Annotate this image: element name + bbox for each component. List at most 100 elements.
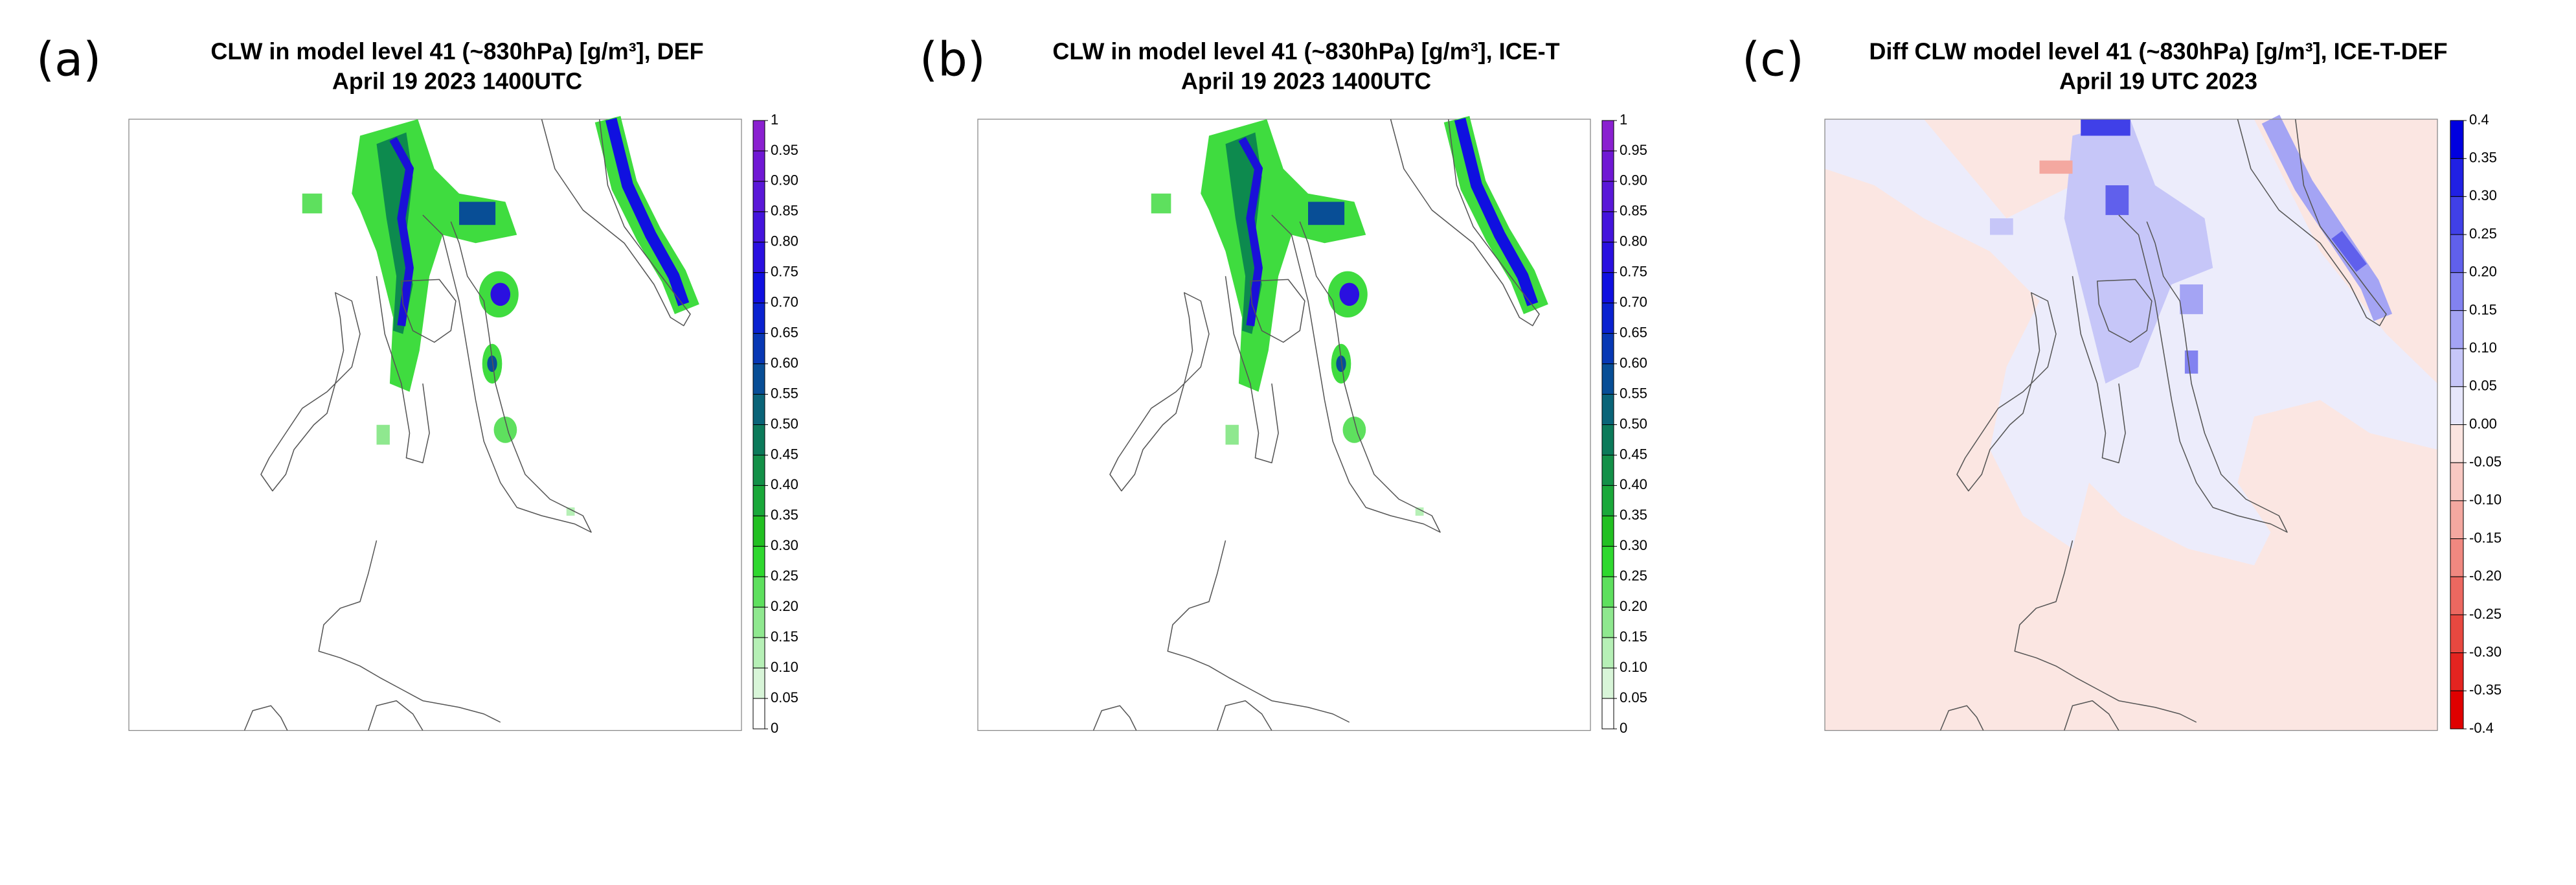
colorbar-tick-label: 0.55 <box>1620 385 1647 401</box>
colorbar-segment <box>1601 242 1614 273</box>
colorbar-segment <box>752 211 765 243</box>
colorbar-segment <box>1601 150 1614 182</box>
colorbar-tick-label: 0.65 <box>1620 324 1647 340</box>
colorbar-tick-label: 0.65 <box>771 324 798 340</box>
colorbar-segment <box>2450 424 2464 463</box>
colorbar-tick-label: 0.60 <box>771 354 798 371</box>
colorbar-segment <box>1601 698 1614 730</box>
panel-label: (a) <box>36 32 101 87</box>
colorbar-segment <box>1601 394 1614 425</box>
colorbar-segment <box>2450 386 2464 425</box>
colorbar-tick-label: 1 <box>1620 111 1627 128</box>
colorbar-tick-label: 0.10 <box>771 659 798 675</box>
colorbar-segment <box>752 485 765 516</box>
colorbar-tick-label: 0 <box>771 720 778 736</box>
colorbar-tick-label: 0.10 <box>1620 659 1647 675</box>
colorbar-tick-label: 0.20 <box>2469 264 2497 280</box>
colorbar-segment <box>2450 158 2464 197</box>
colorbar-segment <box>2450 614 2464 654</box>
colorbar-tick-label: 1 <box>771 111 778 128</box>
colorbar-segment <box>2450 576 2464 615</box>
colorbar-segment <box>752 606 765 638</box>
colorbar-segment <box>1601 363 1614 395</box>
panel-title: CLW in model level 41 (~830hPa) [g/m³], … <box>210 38 703 65</box>
colorbar-segment <box>1601 454 1614 486</box>
colorbar-segment <box>1601 637 1614 669</box>
colorbar-segment <box>2450 690 2464 730</box>
colorbar-tick-label: 0.45 <box>1620 446 1647 462</box>
colorbar-tick-label: 0.20 <box>1620 598 1647 614</box>
colorbar-segment <box>2450 348 2464 387</box>
colorbar-segment <box>2450 310 2464 349</box>
colorbar-tick-label: 0.30 <box>2469 187 2497 203</box>
colorbar-tick-label: 0.15 <box>771 628 798 645</box>
colorbar-segment <box>752 546 765 577</box>
panel-c: (c) Diff CLW model level 41 (~830hPa) [g… <box>1742 32 2448 731</box>
colorbar-segment <box>1601 667 1614 699</box>
colorbar-segment <box>2450 500 2464 540</box>
colorbar-segment <box>2450 652 2464 691</box>
colorbar-segment <box>1601 515 1614 547</box>
colorbar-segment <box>1601 211 1614 243</box>
colorbar-segment <box>1601 181 1614 213</box>
colorbar-segment <box>752 120 765 152</box>
colorbar-tick-label: 0.25 <box>2469 225 2497 242</box>
colorbar-segment <box>752 576 765 608</box>
panel-a: (a) CLW in model level 41 (~830hPa) [g/m… <box>36 32 742 731</box>
panel-subtitle: April 19 2023 1400UTC <box>332 68 582 95</box>
colorbar-segment <box>1601 272 1614 304</box>
colorbar-segment <box>752 242 765 273</box>
colorbar-tick-label: 0.95 <box>1620 142 1647 158</box>
panel-title: Diff CLW model level 41 (~830hPa) [g/m³]… <box>1869 38 2447 65</box>
colorbar-tick-label: -0.15 <box>2469 529 2502 546</box>
colorbar-tick-label: 0.95 <box>771 142 798 158</box>
colorbar-segment <box>1601 333 1614 365</box>
colorbar-tick-label: 0.30 <box>771 537 798 553</box>
colorbar-tick-label: 0.20 <box>771 598 798 614</box>
colorbar-segment <box>752 637 765 669</box>
colorbar-segment <box>2450 538 2464 577</box>
map <box>1825 119 2437 731</box>
colorbar-tick-label: 0.80 <box>771 233 798 249</box>
panel-label: (b) <box>920 32 986 87</box>
colorbar-tick-label: 0.50 <box>771 415 798 431</box>
colorbar-tick-label: 0.30 <box>1620 537 1647 553</box>
colorbar-tick-label: -0.10 <box>2469 492 2502 508</box>
colorbar-tick-label: 0.15 <box>1620 628 1647 645</box>
colorbar-tick-label: 0.35 <box>2469 150 2497 166</box>
colorbar-tick-label: 0.85 <box>771 203 798 219</box>
colorbar-tick-label: 0.75 <box>1620 264 1647 280</box>
colorbar-tick-label: 0.55 <box>771 385 798 401</box>
colorbar-tick-label: 0.60 <box>1620 354 1647 371</box>
colorbar-tick-label: 0.90 <box>1620 172 1647 189</box>
colorbar-segment <box>752 424 765 455</box>
colorbar-tick-label: 0.00 <box>2469 415 2497 431</box>
colorbar-tick-label: -0.30 <box>2469 643 2502 660</box>
colorbar-tick-label: 0.45 <box>771 446 798 462</box>
colorbar-segment <box>752 303 765 334</box>
colorbar-tick-label: 0.4 <box>2469 111 2489 128</box>
panel-subtitle: April 19 UTC 2023 <box>2059 68 2257 95</box>
colorbar-tick-label: 0.70 <box>1620 294 1647 310</box>
colorbar-segment <box>752 667 765 699</box>
panel-subtitle: April 19 2023 1400UTC <box>1181 68 1431 95</box>
colorbar-segment <box>2450 272 2464 311</box>
panel-label: (c) <box>1742 32 1804 87</box>
colorbar-segment <box>752 272 765 304</box>
panel-title: CLW in model level 41 (~830hPa) [g/m³], … <box>1052 38 1559 65</box>
colorbar-tick-label: 0.05 <box>2469 378 2497 394</box>
colorbar-tick-label: 0 <box>1620 720 1627 736</box>
colorbar-segment <box>1601 576 1614 608</box>
colorbar-tick-label: 0.35 <box>1620 507 1647 523</box>
colorbar-segment <box>752 515 765 547</box>
colorbar-segment <box>752 363 765 395</box>
colorbar-segment <box>752 698 765 730</box>
colorbar-segment <box>1601 485 1614 516</box>
colorbar-segment <box>2450 196 2464 235</box>
colorbar-tick-label: -0.4 <box>2469 720 2494 736</box>
panel-b: (b) CLW in model level 41 (~830hPa) [g/m… <box>920 32 1591 731</box>
colorbar-tick-label: 0.40 <box>1620 476 1647 492</box>
colorbar-segment <box>2450 462 2464 501</box>
colorbar-segment <box>752 454 765 486</box>
